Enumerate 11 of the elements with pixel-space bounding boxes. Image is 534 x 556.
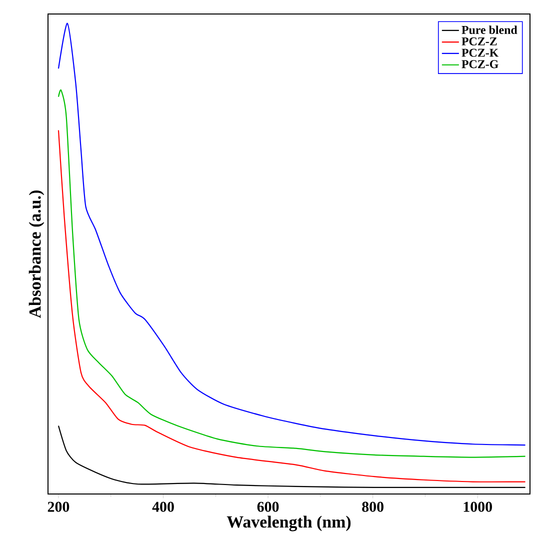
legend-label: Pure blend <box>462 26 518 34</box>
legend-label: PCZ-Z <box>462 37 497 46</box>
x-tick-label: 1000 <box>464 502 492 512</box>
x-tick-label: 200 <box>48 502 70 512</box>
x-tick-label: 600 <box>257 502 279 512</box>
y-axis-title: Absorbance (a.u.) <box>28 190 44 318</box>
x-tick-label: 800 <box>362 502 384 512</box>
x-axis-title: Wavelength (nm) <box>226 516 351 532</box>
x-tick-label: 400 <box>152 502 174 512</box>
legend-label: PCZ-G <box>462 60 498 68</box>
legend-label: PCZ-K <box>462 48 499 57</box>
